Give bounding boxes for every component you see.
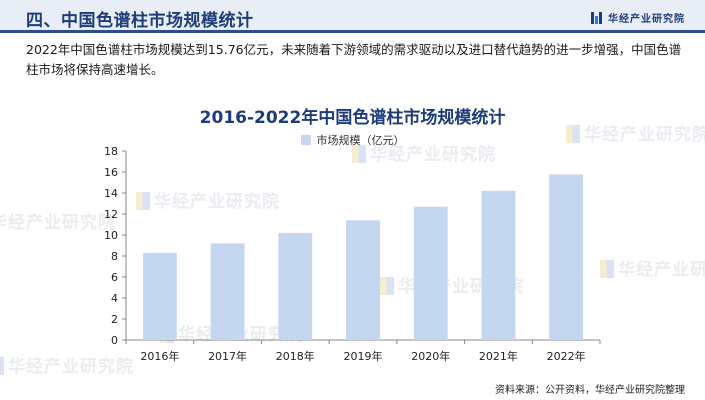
x-tick-label: 2021年: [479, 349, 518, 363]
bar: [210, 243, 245, 340]
bar: [278, 232, 313, 340]
source-note: 资料来源：公开资料，华经产业研究院整理: [495, 385, 685, 396]
x-tick-label: 2016年: [140, 349, 179, 363]
x-tick-label: 2022年: [547, 349, 586, 363]
section-title: 四、中国色谱柱市场规模统计: [26, 11, 254, 31]
chart-title: 2016-2022年中国色谱柱市场规模统计: [199, 108, 506, 128]
x-tick-label: 2017年: [208, 349, 247, 363]
y-tick-label: 18: [104, 145, 118, 158]
y-tick-label: 10: [104, 229, 118, 242]
y-tick-label: 2: [111, 313, 118, 326]
x-tick-label: 2019年: [344, 349, 383, 363]
y-tick-label: 16: [104, 166, 118, 179]
bar: [549, 174, 584, 340]
legend-label: 市场规模（亿元）: [316, 134, 405, 147]
brand-logo-icon: [591, 11, 603, 24]
bar: [481, 190, 516, 340]
y-tick-label: 14: [104, 187, 118, 200]
brand: 华经产业研究院: [591, 10, 685, 25]
legend-swatch: [300, 135, 311, 145]
x-tick-label: 2018年: [276, 349, 315, 363]
intro-paragraph: 2022年中国色谱柱市场规模达到15.76亿元，未来随着下游领域的需求驱动以及进…: [26, 42, 682, 77]
y-tick-label: 6: [111, 271, 118, 284]
header-bar: 四、中国色谱柱市场规模统计 华经产业研究院: [0, 0, 705, 33]
bar: [346, 220, 380, 340]
bar: [142, 252, 177, 340]
x-tick-label: 2020年: [411, 349, 450, 363]
y-tick-label: 0: [111, 334, 118, 347]
y-tick-label: 8: [111, 250, 118, 263]
bar: [413, 206, 448, 340]
chart-legend: 市场规模（亿元）: [0, 132, 705, 148]
y-tick-label: 12: [104, 208, 118, 221]
brand-name: 华经产业研究院: [608, 14, 685, 25]
y-tick-label: 4: [111, 292, 118, 305]
